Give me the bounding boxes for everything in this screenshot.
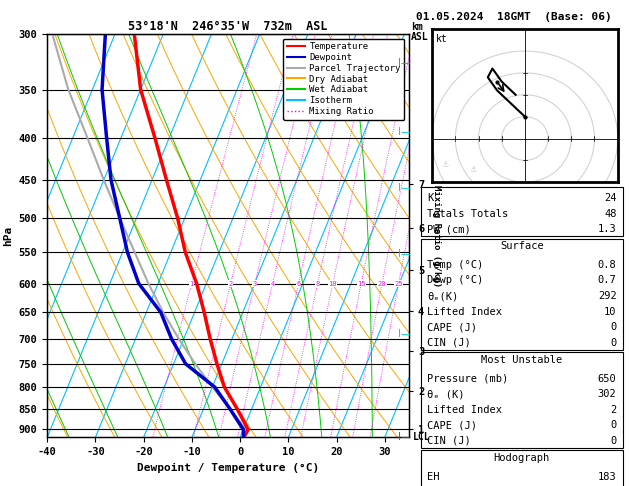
Text: I—: I— <box>398 433 410 442</box>
Text: km: km <box>411 22 423 32</box>
Text: 10: 10 <box>328 280 337 287</box>
Bar <box>421 450 623 486</box>
Title: 53°18'N  246°35'W  732m  ASL: 53°18'N 246°35'W 732m ASL <box>128 20 328 33</box>
Text: 0.8: 0.8 <box>598 260 616 270</box>
Text: Lifted Index: Lifted Index <box>427 307 502 316</box>
Text: CAPE (J): CAPE (J) <box>427 322 477 332</box>
Text: 183: 183 <box>598 471 616 482</box>
Text: 302: 302 <box>598 389 616 399</box>
Text: Most Unstable: Most Unstable <box>481 355 562 365</box>
Y-axis label: hPa: hPa <box>3 226 13 246</box>
Text: LCL: LCL <box>413 433 430 442</box>
Text: K: K <box>427 193 433 203</box>
Text: kt: kt <box>436 34 448 44</box>
Text: 0: 0 <box>610 435 616 446</box>
Text: 0: 0 <box>610 338 616 347</box>
Text: CIN (J): CIN (J) <box>427 435 470 446</box>
Text: 292: 292 <box>598 291 616 301</box>
Text: Totals Totals: Totals Totals <box>427 208 508 219</box>
Text: 25: 25 <box>394 280 403 287</box>
Text: θₑ (K): θₑ (K) <box>427 389 464 399</box>
Text: PW (cm): PW (cm) <box>427 224 470 234</box>
Text: I—: I— <box>398 57 410 68</box>
Text: CAPE (J): CAPE (J) <box>427 420 477 430</box>
Text: Lifted Index: Lifted Index <box>427 405 502 415</box>
Text: Temp (°C): Temp (°C) <box>427 260 483 270</box>
Text: 4: 4 <box>270 280 275 287</box>
Text: I—: I— <box>398 127 410 138</box>
Text: Surface: Surface <box>500 241 543 251</box>
Text: 10: 10 <box>604 307 616 316</box>
Text: ⚓: ⚓ <box>442 160 449 169</box>
Text: 3: 3 <box>253 280 257 287</box>
Text: 15: 15 <box>357 280 365 287</box>
Text: Dewp (°C): Dewp (°C) <box>427 276 483 285</box>
Text: Pressure (mb): Pressure (mb) <box>427 374 508 383</box>
Text: ASL: ASL <box>411 32 428 42</box>
Text: I—: I— <box>398 329 410 339</box>
X-axis label: Dewpoint / Temperature (°C): Dewpoint / Temperature (°C) <box>137 463 319 473</box>
Text: 650: 650 <box>598 374 616 383</box>
Text: 24: 24 <box>604 193 616 203</box>
Legend: Temperature, Dewpoint, Parcel Trajectory, Dry Adiabat, Wet Adiabat, Isotherm, Mi: Temperature, Dewpoint, Parcel Trajectory… <box>283 38 404 120</box>
Text: 01.05.2024  18GMT  (Base: 06): 01.05.2024 18GMT (Base: 06) <box>416 12 612 22</box>
Text: 6: 6 <box>296 280 301 287</box>
Text: ⚓: ⚓ <box>469 164 477 174</box>
Text: 48: 48 <box>604 208 616 219</box>
Text: I—: I— <box>398 248 410 259</box>
Text: 0: 0 <box>610 322 616 332</box>
Text: 2: 2 <box>610 405 616 415</box>
Text: 1.3: 1.3 <box>598 224 616 234</box>
Bar <box>421 187 623 236</box>
Text: 0.7: 0.7 <box>598 276 616 285</box>
Text: 8: 8 <box>315 280 320 287</box>
Bar <box>421 352 623 448</box>
Text: 0: 0 <box>610 420 616 430</box>
Text: 20: 20 <box>378 280 386 287</box>
Text: 2: 2 <box>228 280 233 287</box>
Bar <box>421 239 623 350</box>
Text: θₑ(K): θₑ(K) <box>427 291 458 301</box>
Text: Mixing Ratio (g/kg): Mixing Ratio (g/kg) <box>432 185 442 287</box>
Text: Hodograph: Hodograph <box>494 453 550 463</box>
Text: 1: 1 <box>189 280 194 287</box>
Text: I—: I— <box>398 183 410 193</box>
Text: CIN (J): CIN (J) <box>427 338 470 347</box>
Text: EH: EH <box>427 471 440 482</box>
